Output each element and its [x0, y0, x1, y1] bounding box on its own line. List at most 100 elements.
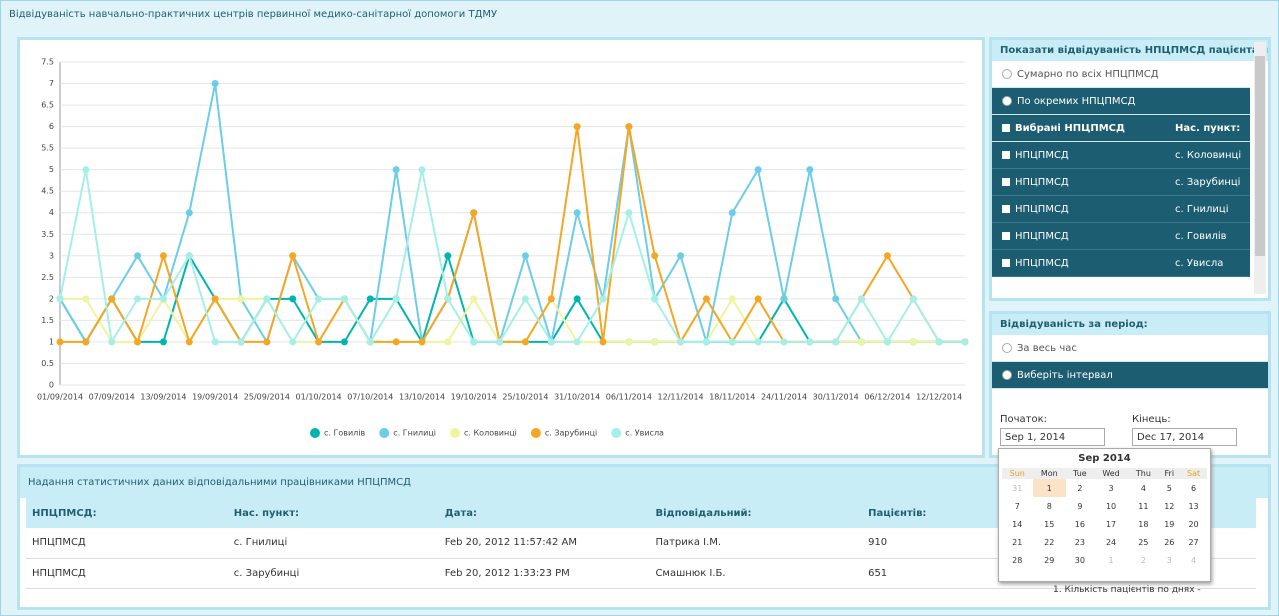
column-header: Нас. пункт: [1175, 123, 1241, 134]
week-row: 28 29 30 1 2 3 4 [1002, 551, 1207, 569]
weekday: Mon [1040, 469, 1058, 478]
point [599, 338, 607, 346]
point [651, 295, 659, 303]
day[interactable]: 29 [1044, 555, 1055, 565]
y-tick-label: 3 [49, 251, 54, 260]
start-input[interactable]: Sep 1, 2014 [1000, 428, 1105, 446]
day[interactable]: 10 [1105, 501, 1117, 511]
x-tick-label: 06/11/2014 [606, 393, 652, 402]
day[interactable]: 22 [1044, 537, 1055, 547]
point [625, 338, 633, 346]
filter-panel: Показати відвідуваність НПЦПМСД пацієнта… [989, 37, 1271, 301]
point [211, 295, 219, 303]
day[interactable]: 31 [1012, 483, 1023, 493]
point [392, 338, 400, 346]
day[interactable]: 15 [1044, 519, 1055, 529]
day[interactable]: 24 [1105, 537, 1117, 547]
day[interactable]: 30 [1074, 555, 1085, 565]
point [185, 338, 193, 346]
day[interactable]: 3 [1108, 483, 1114, 493]
day[interactable]: 2 [1140, 555, 1146, 565]
list-row[interactable]: НПЦПМСД с. Гнилиці [992, 196, 1250, 223]
x-tick-label: 31/10/2014 [554, 393, 600, 402]
column-header: Відповідальний: [655, 507, 752, 519]
point [444, 338, 452, 346]
day[interactable]: 5 [1166, 483, 1172, 493]
day[interactable]: 6 [1191, 483, 1197, 493]
point [702, 295, 710, 303]
day[interactable]: 27 [1188, 537, 1199, 547]
end-value: Dec 17, 2014 [1137, 432, 1205, 443]
day[interactable]: 16 [1074, 519, 1085, 529]
point [625, 123, 633, 131]
table-row[interactable]: НПЦПМСД с. Гнилиці Feb 20, 2012 11:57:42 A… [26, 528, 1256, 558]
point [159, 295, 167, 303]
legend-swatch [611, 428, 622, 438]
y-tick-label: 6 [49, 122, 54, 131]
day[interactable]: 2 [1077, 483, 1083, 493]
radio-option[interactable]: По окремих НПЦПМСД [992, 88, 1250, 115]
cell: с. Увисла [1175, 258, 1224, 269]
day[interactable]: 4 [1140, 483, 1146, 493]
list-row[interactable]: НПЦПМСД с. Увисла [992, 250, 1250, 277]
day[interactable]: 18 [1138, 519, 1149, 529]
cell: Патрика І.М. [655, 537, 722, 549]
period-title: Відвідуваність за період: [992, 314, 1268, 335]
x-tick-label: 25/10/2014 [502, 393, 548, 402]
day[interactable]: 17 [1105, 519, 1117, 529]
point [625, 209, 633, 217]
x-tick-label: 13/10/2014 [399, 393, 445, 402]
day[interactable]: 23 [1074, 537, 1085, 547]
point [237, 295, 245, 303]
cell: НПЦПМСД [1015, 204, 1069, 215]
day[interactable]: 13 [1188, 501, 1199, 511]
start-value: Sep 1, 2014 [1005, 432, 1066, 443]
weekday: Thu [1135, 469, 1151, 478]
day[interactable]: 25 [1138, 537, 1149, 547]
day[interactable]: 1 [1032, 479, 1066, 497]
radio-option[interactable]: Виберіть інтервал [992, 362, 1268, 389]
day[interactable]: 9 [1077, 501, 1083, 511]
day[interactable]: 4 [1191, 555, 1197, 565]
list-row[interactable]: НПЦПМСД с. Зарубинці [992, 169, 1250, 196]
table-row[interactable]: НПЦПМСД с. Зарубинці Feb 20, 2012 1:33:23 … [26, 558, 1256, 588]
point [470, 338, 478, 346]
point [159, 252, 167, 260]
day[interactable]: 8 [1046, 501, 1052, 511]
point [832, 338, 840, 346]
point [521, 338, 529, 346]
point [496, 338, 504, 346]
day[interactable]: 1 [1108, 555, 1114, 565]
list-header: Вибрані НПЦПМСД Нас. пункт: [992, 115, 1250, 142]
cell: Feb 20, 2012 1:33:23 PM [444, 567, 570, 579]
cell: НПЦПМСД [1015, 150, 1069, 161]
point [961, 338, 969, 346]
day[interactable]: 11 [1138, 501, 1149, 511]
day[interactable]: 14 [1012, 519, 1023, 529]
day[interactable]: 20 [1188, 519, 1199, 529]
day[interactable]: 19 [1164, 519, 1175, 529]
point [573, 338, 581, 346]
day[interactable]: 28 [1012, 555, 1023, 565]
day[interactable]: 26 [1164, 537, 1175, 547]
radio-option[interactable]: Сумарно по всіх НПЦПМСД [992, 61, 1250, 88]
scrollbar[interactable] [1254, 42, 1266, 294]
option-label: Сумарно по всіх НПЦПМСД [1017, 69, 1159, 80]
radio-option[interactable]: За весь час [992, 335, 1268, 362]
point [728, 209, 736, 217]
cell: с. Зарубинці [233, 567, 300, 579]
end-input[interactable]: Dec 17, 2014 [1132, 428, 1237, 446]
point [340, 338, 348, 346]
day[interactable]: 7 [1014, 501, 1020, 511]
list-row[interactable]: НПЦПМСД с. Коловинці [992, 142, 1250, 169]
point [418, 166, 426, 174]
point [444, 295, 452, 303]
point [56, 295, 64, 303]
day[interactable]: 3 [1166, 555, 1172, 565]
list-row[interactable]: НПЦПМСД с. Говилів [992, 223, 1250, 250]
day[interactable]: 21 [1012, 537, 1023, 547]
legend-label: с. Гнилиці [393, 429, 436, 438]
option-label: Виберіть інтервал [1017, 370, 1113, 381]
day[interactable]: 12 [1164, 501, 1175, 511]
x-tick-label: 25/09/2014 [244, 393, 290, 402]
